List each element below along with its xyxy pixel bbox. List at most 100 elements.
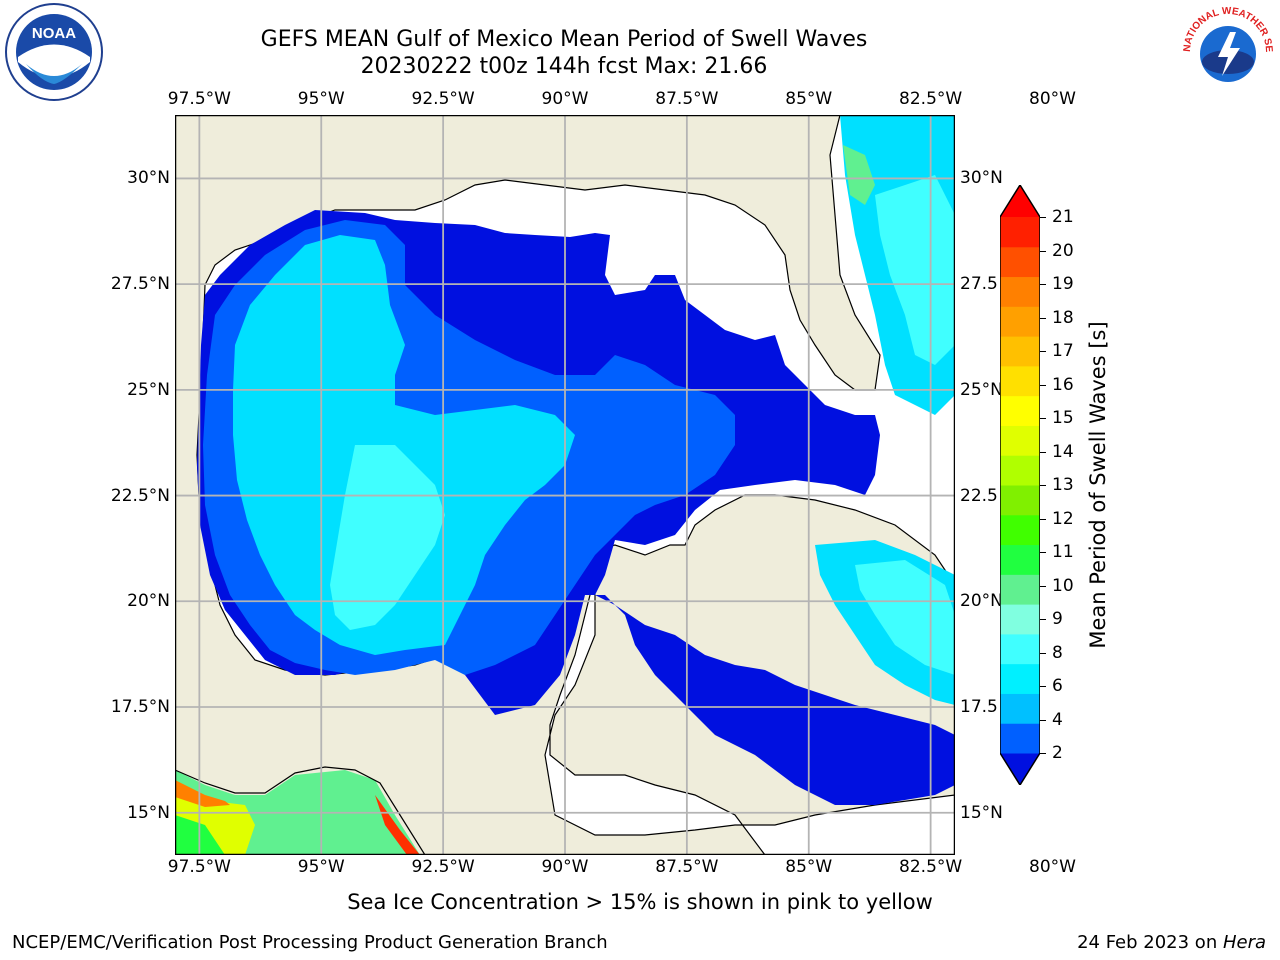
colorbar-tick-mark — [1040, 686, 1046, 687]
footer-host: Hera — [1222, 932, 1266, 953]
colorbar-bin — [1000, 455, 1040, 486]
colorbar-tick-mark — [1040, 351, 1046, 352]
lat-tick-left: 17.5°N — [110, 697, 170, 717]
lon-tick-top: 87.5°W — [655, 89, 719, 109]
colorbar-bin — [1000, 276, 1040, 307]
pacific-coast — [175, 766, 426, 855]
lon-tick-bottom: 87.5°W — [655, 857, 719, 877]
lon-tick-top: 85°W — [785, 89, 833, 109]
colorbar-bin — [1000, 723, 1040, 754]
colorbar-extend-high — [1000, 185, 1040, 217]
colorbar-tick-mark — [1040, 585, 1046, 587]
colorbar-tick-mark — [1040, 753, 1046, 754]
colorbar-bin — [1000, 425, 1040, 456]
nws-logo: NATIONAL WEATHER SERVICE — [1174, 0, 1278, 102]
lat-tick-right: 30°N — [960, 168, 1003, 189]
lat-tick-right: 17.5 — [960, 697, 998, 717]
lon-tick-bottom: 85°W — [785, 857, 833, 877]
colorbar-tick-label: 16 — [1052, 374, 1074, 395]
colorbar-tick-label: 15 — [1052, 408, 1074, 428]
colorbar-tick-mark — [1040, 250, 1046, 252]
colorbar-tick-mark — [1040, 217, 1046, 218]
lon-tick-top: 80°W — [1029, 89, 1076, 109]
colorbar-tick-mark — [1040, 719, 1046, 721]
colorbar-tick-label: 9 — [1052, 609, 1063, 629]
colorbar-tick-label: 11 — [1052, 542, 1074, 562]
colorbar-tick-label: 10 — [1052, 575, 1074, 596]
chart-subtitle: 20230222 t00z 144h fcst Max: 21.66 — [360, 54, 768, 79]
lat-tick-right: 27.5 — [960, 274, 998, 295]
colorbar-bin — [1000, 604, 1040, 635]
footer-date: 24 Feb 2023 on Hera — [1077, 932, 1266, 953]
colorbar-tick-mark — [1040, 619, 1046, 620]
lon-tick-bottom: 90°W — [541, 857, 589, 877]
lon-tick-top: 82.5°W — [899, 89, 963, 109]
lat-tick-left: 22.5°N — [110, 485, 170, 506]
colorbar-bin — [1000, 485, 1040, 516]
lon-tick-bottom: 82.5°W — [899, 857, 963, 877]
map-plot — [175, 115, 955, 855]
lat-tick-left: 20°N — [127, 591, 170, 612]
lat-tick-right: 20°N — [960, 591, 1003, 612]
lat-tick-left: 25°N — [127, 379, 170, 400]
colorbar-tick-label: 8 — [1052, 642, 1063, 663]
colorbar-tick-label: 12 — [1052, 508, 1074, 529]
colorbar-tick-label: 19 — [1052, 274, 1074, 294]
lon-tick-top: 95°W — [297, 89, 345, 109]
lat-tick-right: 15°N — [960, 802, 1003, 823]
footer-credit: NCEP/EMC/Verification Post Processing Pr… — [12, 932, 608, 953]
colorbar-extend-low — [1000, 753, 1040, 785]
colorbar-tick-mark — [1040, 552, 1046, 553]
colorbar-bin — [1000, 395, 1040, 426]
chart-title: GEFS MEAN Gulf of Mexico Mean Period of … — [260, 27, 868, 52]
colorbar-bin — [1000, 365, 1040, 397]
colorbar-tick-mark — [1040, 485, 1046, 486]
colorbar-bin — [1000, 544, 1040, 575]
colorbar-tick-mark — [1040, 284, 1046, 285]
map-frame — [175, 115, 955, 855]
colorbar-bin — [1000, 246, 1040, 278]
colorbar-tick-mark — [1040, 652, 1046, 654]
lat-tick-left: 15°N — [127, 802, 170, 823]
lon-tick-top: 90°W — [541, 89, 589, 109]
colorbar-tick-mark — [1040, 317, 1046, 319]
lon-tick-bottom: 92.5°W — [411, 857, 475, 877]
lat-tick-right: 25°N — [960, 379, 1003, 400]
colorbar-tick-label: 14 — [1052, 441, 1074, 462]
colorbar-tick-mark — [1040, 418, 1046, 419]
colorbar-bin — [1000, 693, 1040, 724]
noaa-logo: NOAA — [4, 2, 104, 102]
lon-tick-bottom: 97.5°W — [167, 857, 231, 877]
lon-tick-bottom: 80°W — [1029, 857, 1076, 877]
colorbar-bin — [1000, 633, 1040, 665]
lon-tick-bottom: 95°W — [297, 857, 345, 877]
colorbar-bin — [1000, 217, 1040, 248]
lat-tick-right: 22.5 — [960, 485, 998, 506]
colorbar-tick-label: 20 — [1052, 240, 1074, 261]
map-grid — [175, 115, 955, 855]
sea-ice-note: Sea Ice Concentration > 15% is shown in … — [347, 890, 933, 914]
colorbar-tick-label: 21 — [1052, 207, 1074, 227]
colorbar-bin — [1000, 574, 1040, 605]
colorbar-tick-label: 13 — [1052, 475, 1074, 495]
colorbar-bin — [1000, 306, 1040, 337]
colorbar-tick-label: 2 — [1052, 743, 1063, 763]
atlantic-swell-green — [843, 145, 875, 205]
swell-band-6s — [233, 235, 575, 655]
colorbar-tick-label: 17 — [1052, 341, 1074, 361]
lat-tick-left: 27.5°N — [110, 274, 170, 295]
colorbar-tick-label: 4 — [1052, 709, 1063, 730]
colorbar-label: Mean Period of Swell Waves [s] — [1086, 321, 1110, 649]
lon-tick-top: 92.5°W — [411, 89, 475, 109]
colorbar-bin — [1000, 514, 1040, 546]
atlantic-swell-light — [875, 175, 955, 365]
colorbar-tick-label: 18 — [1052, 307, 1074, 328]
colorbar-tick-label: 6 — [1052, 676, 1063, 696]
svg-text:NOAA: NOAA — [32, 25, 76, 42]
colorbar-bin — [1000, 663, 1040, 694]
lon-tick-top: 97.5°W — [167, 89, 231, 109]
pacific-swell-orange — [175, 780, 230, 807]
lat-tick-left: 30°N — [127, 168, 170, 189]
colorbar-bin — [1000, 336, 1040, 367]
footer-date-text: 24 Feb 2023 on — [1077, 932, 1223, 953]
